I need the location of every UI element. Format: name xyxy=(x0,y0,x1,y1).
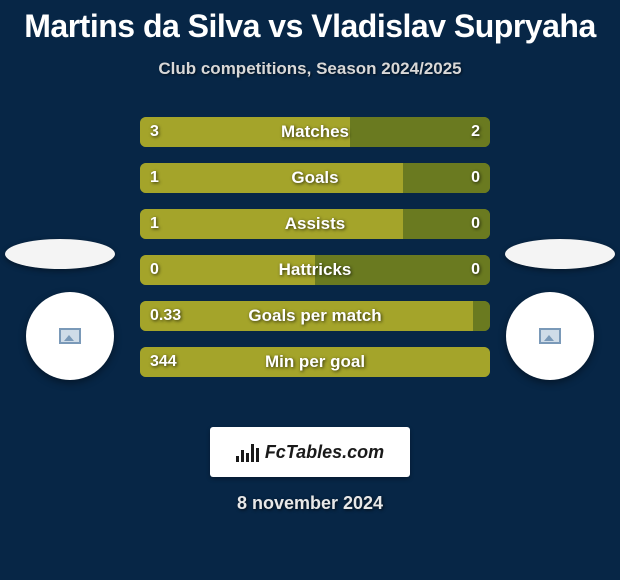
player-left-flag-oval xyxy=(5,239,115,269)
bar-fill-right xyxy=(473,301,491,331)
stat-row: 1Goals0 xyxy=(140,163,490,193)
stat-value-left: 344 xyxy=(150,347,177,377)
stat-row: 0.33Goals per match xyxy=(140,301,490,331)
bar-fill-left xyxy=(140,255,315,285)
bar-fill-right xyxy=(350,117,490,147)
page-title: Martins da Silva vs Vladislav Supryaha xyxy=(0,0,620,45)
stat-value-left: 1 xyxy=(150,163,159,193)
stat-value-right: 0 xyxy=(471,209,480,239)
stat-value-left: 3 xyxy=(150,117,159,147)
comparison-panel: 3Matches2 1Goals0 1Assists0 0Hattricks0 0.33… xyxy=(0,117,620,417)
logo-text: FcTables.com xyxy=(265,442,384,463)
stat-value-left: 1 xyxy=(150,209,159,239)
subtitle: Club competitions, Season 2024/2025 xyxy=(0,59,620,79)
stat-row: 0Hattricks0 xyxy=(140,255,490,285)
date-label: 8 november 2024 xyxy=(0,493,620,514)
stat-value-left: 0.33 xyxy=(150,301,181,331)
player-right-avatar xyxy=(506,292,594,380)
bar-fill-left xyxy=(140,347,490,377)
stat-value-right: 0 xyxy=(471,255,480,285)
stat-row: 344Min per goal xyxy=(140,347,490,377)
stat-value-right: 2 xyxy=(471,117,480,147)
player-right-flag-oval xyxy=(505,239,615,269)
bar-fill-left xyxy=(140,163,403,193)
player-left-avatar xyxy=(26,292,114,380)
stat-value-right: 0 xyxy=(471,163,480,193)
image-placeholder-icon xyxy=(59,328,81,344)
bar-fill-right xyxy=(315,255,490,285)
image-placeholder-icon xyxy=(539,328,561,344)
bar-fill-left xyxy=(140,301,473,331)
source-logo-badge: FcTables.com xyxy=(210,427,410,477)
stat-row: 3Matches2 xyxy=(140,117,490,147)
bar-fill-left xyxy=(140,117,350,147)
bar-fill-left xyxy=(140,209,403,239)
stat-rows: 3Matches2 1Goals0 1Assists0 0Hattricks0 0.33… xyxy=(140,117,490,393)
stat-row: 1Assists0 xyxy=(140,209,490,239)
bars-icon xyxy=(236,442,259,462)
stat-value-left: 0 xyxy=(150,255,159,285)
